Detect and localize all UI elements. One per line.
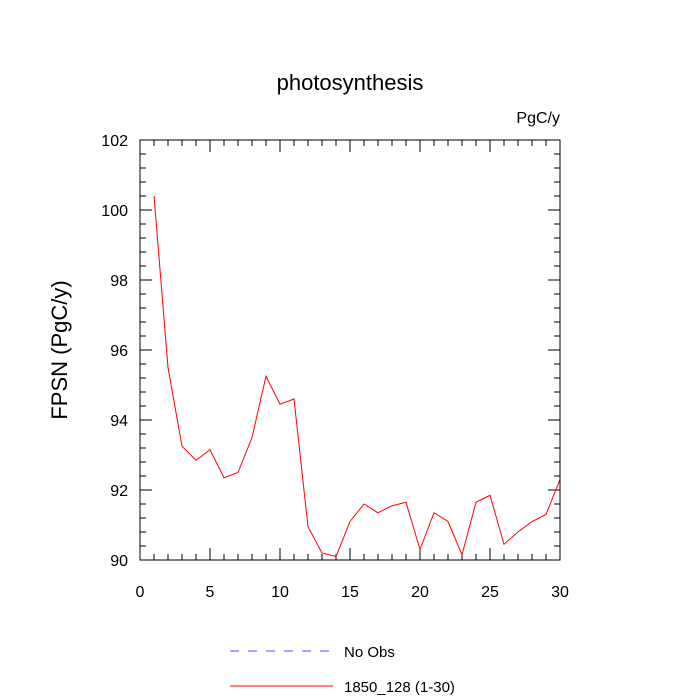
y-tick-label: 102 [101, 133, 128, 150]
x-tick-label: 15 [341, 584, 359, 601]
x-tick-label: 5 [206, 584, 215, 601]
x-tick-label: 30 [551, 584, 569, 601]
plot-frame [139, 139, 561, 561]
series-group [153, 195, 561, 558]
y-tick-label: 90 [110, 553, 128, 570]
x-tick-label: 20 [411, 584, 429, 601]
y-tick-label: 100 [101, 203, 128, 220]
units-label: PgC/y [516, 110, 560, 127]
y-tick-label: 96 [110, 343, 128, 360]
series-line-1 [153, 195, 561, 558]
legend-label-0: No Obs [344, 644, 395, 661]
y-tick-label: 98 [110, 273, 128, 290]
y-tick-label: 94 [110, 413, 128, 430]
axis-tick-labels: 0 5 10 15 20 25 30 90 92 94 96 98 100 102 [101, 133, 569, 601]
y-tick-label: 92 [110, 483, 128, 500]
legend-label-1: 1850_128 (1-30) [344, 679, 455, 696]
chart-title: photosynthesis [277, 70, 424, 95]
x-tick-label: 10 [271, 584, 289, 601]
y-axis-label: FPSN (PgC/y) [47, 280, 72, 419]
x-tick-label: 0 [136, 584, 145, 601]
x-tick-label: 25 [481, 584, 499, 601]
legend: No Obs 1850_128 (1-30) [230, 644, 455, 696]
axis-ticks [139, 139, 561, 561]
